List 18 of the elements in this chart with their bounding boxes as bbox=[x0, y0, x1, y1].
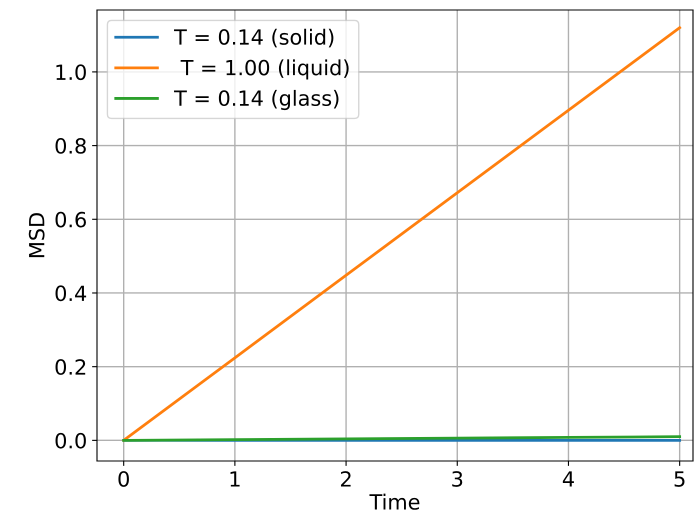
legend-label: T = 0.14 (solid) bbox=[174, 28, 334, 48]
y-tick-label: 1.0 bbox=[56, 64, 86, 80]
x-axis-title: Time bbox=[369, 494, 420, 510]
legend-label: T = 1.00 (liquid) bbox=[180, 59, 349, 80]
y-axis-title: MSD bbox=[28, 213, 45, 258]
x-tick-label: 3 bbox=[452, 471, 462, 487]
y-tick-label: 0.6 bbox=[56, 212, 86, 228]
y-tick-label: 0.4 bbox=[56, 285, 86, 302]
x-tick-label: 0 bbox=[118, 471, 129, 487]
y-tick-label: 0.0 bbox=[56, 432, 86, 449]
x-tick-label: 5 bbox=[674, 471, 684, 487]
y-tick-label: 0.2 bbox=[56, 359, 86, 375]
x-tick-label: 1 bbox=[230, 471, 240, 487]
y-tick-label: 0.8 bbox=[56, 138, 86, 154]
x-tick-label: 4 bbox=[562, 471, 574, 487]
x-tick-label: 2 bbox=[340, 471, 351, 487]
legend-label: T = 0.14 (glass) bbox=[174, 90, 338, 110]
line-series bbox=[122, 26, 682, 442]
